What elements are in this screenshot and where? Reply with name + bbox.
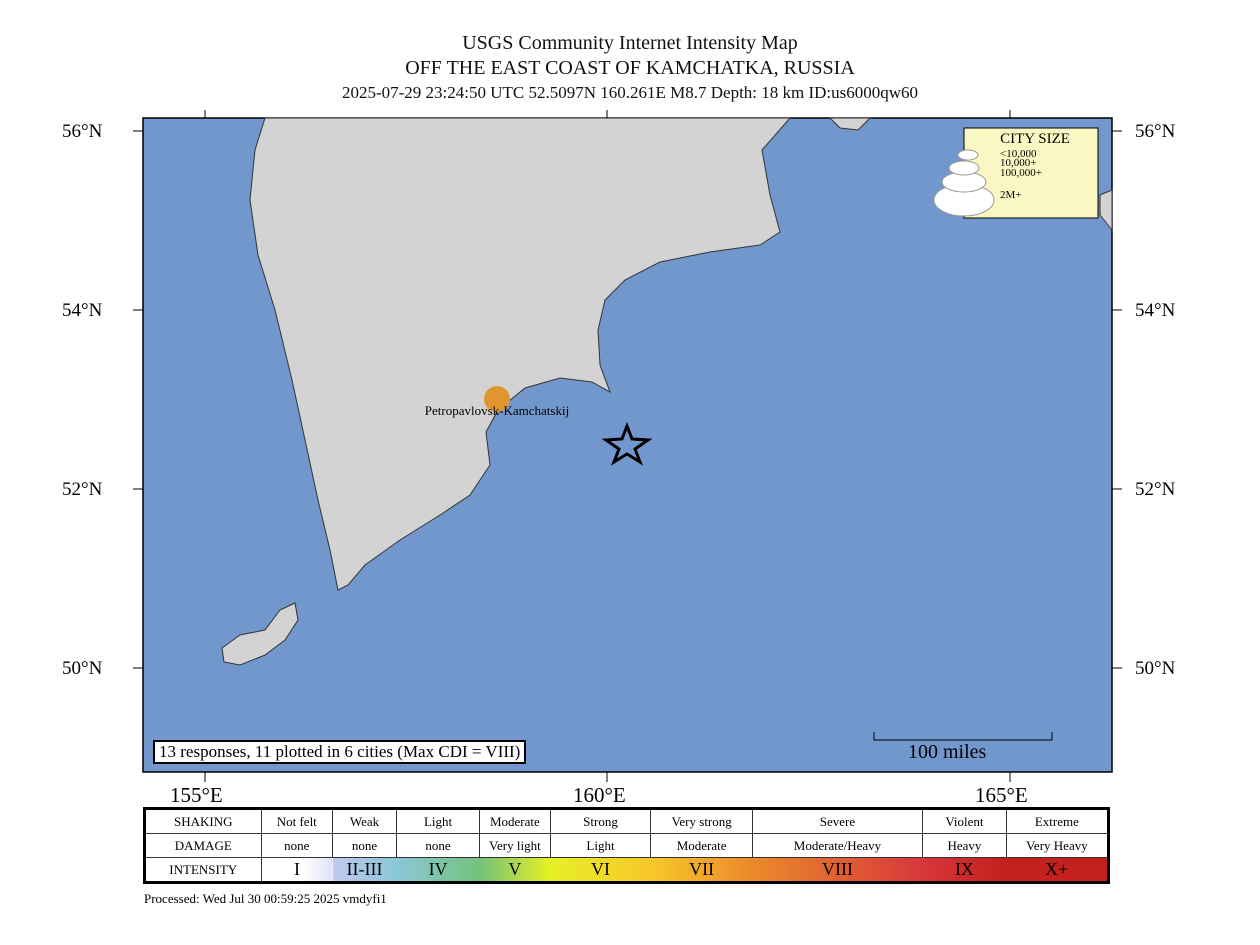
lat-tick: 56°N bbox=[1135, 121, 1176, 142]
city-size-circles-icon bbox=[933, 149, 995, 217]
title-line1: USGS Community Internet Intensity Map bbox=[462, 32, 798, 54]
responses-summary: 13 responses, 11 plotted in 6 cities (Ma… bbox=[153, 740, 527, 764]
city-size-item: 2M+ bbox=[1000, 189, 1021, 201]
city-size-item: 10,000+ bbox=[1000, 157, 1036, 169]
legend-damage-cell: Light bbox=[549, 833, 652, 858]
lon-tick: 155°E bbox=[170, 783, 223, 807]
city-size-item: <10,000 bbox=[1000, 148, 1037, 160]
scale-bar-label: 100 miles bbox=[908, 741, 987, 763]
lat-tick: 52°N bbox=[1135, 479, 1176, 500]
legend-shaking-cell: Weak bbox=[332, 808, 397, 834]
legend-intensity-cell: VII bbox=[650, 857, 753, 883]
legend-damage-cell: DAMAGE bbox=[144, 833, 262, 858]
legend-shaking-cell: Strong bbox=[549, 808, 652, 834]
lon-tick: 165°E bbox=[975, 783, 1028, 807]
lon-tick: 160°E bbox=[573, 783, 626, 807]
legend-damage-cell: none bbox=[395, 833, 481, 858]
lat-tick: 54°N bbox=[62, 300, 103, 321]
city-label: Petropavlovsk-Kamchatskij bbox=[425, 403, 569, 418]
legend-damage-cell: none bbox=[332, 833, 397, 858]
legend-intensity-cell: V bbox=[479, 857, 551, 883]
legend-shaking-cell: Moderate bbox=[479, 808, 551, 834]
title-line2: OFF THE EAST COAST OF KAMCHATKA, RUSSIA bbox=[405, 57, 855, 79]
island-land bbox=[221, 602, 299, 666]
legend-damage-cell: Moderate/Heavy bbox=[751, 833, 924, 858]
city-size-item: 100,000+ bbox=[1000, 167, 1042, 179]
processed-info: Processed: Wed Jul 30 00:59:25 2025 vmdy… bbox=[144, 891, 387, 906]
legend-damage-cell: Very Heavy bbox=[1005, 833, 1110, 858]
lat-tick: 54°N bbox=[1135, 300, 1176, 321]
legend-shaking-cell: Not felt bbox=[260, 808, 334, 834]
legend-shaking-cell: Light bbox=[395, 808, 481, 834]
epicenter-star-icon[interactable] bbox=[601, 421, 653, 466]
legend-intensity-cell: X+ bbox=[1006, 857, 1109, 883]
kamchatka-land bbox=[249, 117, 792, 591]
legend-damage-cell: none bbox=[260, 833, 334, 858]
lat-tick: 52°N bbox=[62, 479, 103, 500]
scale-bar bbox=[873, 732, 1053, 741]
intensity-legend: SHAKING Not felt Weak Light Moderate Strong Ve… bbox=[143, 807, 1110, 884]
legend-intensity-cell: II-III bbox=[332, 857, 397, 883]
legend-shaking-cell: Violent bbox=[922, 808, 1007, 834]
land-top bbox=[828, 117, 872, 131]
title-line3: 2025-07-29 23:24:50 UTC 52.5097N 160.261… bbox=[341, 83, 919, 102]
lat-tick: 56°N bbox=[62, 121, 103, 142]
city-size-title: CITY SIZE bbox=[1000, 131, 1070, 147]
legend-intensity-cell: I bbox=[261, 857, 333, 883]
legend-shaking-cell: SHAKING bbox=[144, 808, 262, 834]
legend-intensity-cell: VI bbox=[550, 857, 651, 883]
legend-damage-cell: Moderate bbox=[650, 833, 753, 858]
legend-shaking-cell: Severe bbox=[751, 808, 924, 834]
lat-tick: 50°N bbox=[1135, 658, 1176, 679]
lat-tick: 50°N bbox=[62, 658, 103, 679]
legend-shaking-cell: Extreme bbox=[1005, 808, 1110, 834]
city-marker[interactable] bbox=[484, 386, 510, 412]
legend-intensity-cell: INTENSITY bbox=[144, 857, 262, 883]
legend-shaking-cell: Very strong bbox=[650, 808, 753, 834]
legend-intensity-cell: IV bbox=[396, 857, 480, 883]
legend-damage-cell: Heavy bbox=[922, 833, 1007, 858]
land-right bbox=[1099, 189, 1113, 232]
legend-intensity-cell: IX bbox=[922, 857, 1007, 883]
legend-damage-cell: Very light bbox=[479, 833, 551, 858]
legend-intensity-cell: VIII bbox=[752, 857, 923, 883]
